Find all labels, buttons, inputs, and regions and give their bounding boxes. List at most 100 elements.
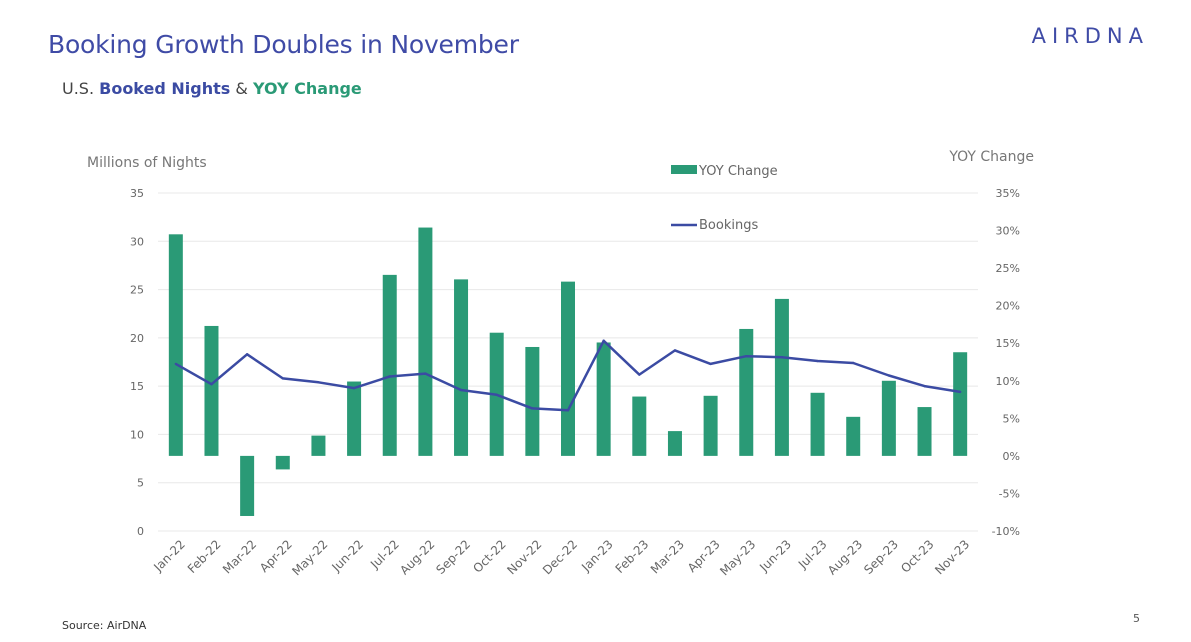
- yoy-bar: [275, 455, 290, 470]
- x-tick-label: Jan-23: [578, 537, 616, 575]
- bookings-point: [780, 355, 784, 359]
- yoy-bar: [525, 346, 540, 456]
- subtitle-amp: &: [230, 79, 253, 98]
- yoy-bar: [881, 380, 896, 456]
- subtitle-yoy-change: YOY Change: [252, 79, 362, 98]
- bookings-point: [317, 381, 320, 384]
- bookings-point: [210, 383, 213, 386]
- x-tick-label: Aug-22: [397, 537, 437, 577]
- left-tick-label: 20: [130, 332, 144, 345]
- x-tick-label: Feb-22: [185, 537, 224, 576]
- yoy-bar: [917, 407, 932, 456]
- right-tick-label: 30%: [996, 225, 1020, 238]
- yoy-bar: [347, 381, 362, 456]
- left-tick-label: 0: [137, 525, 144, 538]
- x-tick-label: May-22: [289, 537, 330, 578]
- left-tick-label: 15: [130, 380, 144, 393]
- x-tick-label: Sep-22: [433, 537, 473, 577]
- bookings-point: [602, 339, 605, 342]
- bookings-point: [388, 375, 391, 378]
- x-tick-label: Feb-23: [613, 537, 652, 576]
- left-tick-label: 10: [130, 428, 144, 441]
- left-tick-label: 35: [130, 187, 144, 200]
- page-number: 5: [1133, 612, 1140, 625]
- subtitle-prefix: U.S.: [62, 79, 100, 98]
- bookings-point: [638, 373, 641, 376]
- bookings-point: [281, 377, 284, 380]
- x-tick-label: Oct-22: [470, 537, 508, 575]
- right-tick-label: 25%: [996, 262, 1020, 275]
- x-tick-label: Mar-23: [648, 537, 687, 576]
- x-tick-label: Jul-22: [367, 537, 402, 572]
- yoy-bar: [168, 234, 183, 456]
- right-tick-label: 0%: [1003, 450, 1020, 463]
- yoy-bar: [204, 325, 219, 456]
- legend-yoy-label: YOY Change: [698, 164, 778, 179]
- right-tick-label: 20%: [996, 300, 1020, 313]
- yoy-bar: [810, 392, 825, 456]
- x-tick-label: Aug-23: [825, 537, 865, 577]
- bookings-point: [495, 393, 498, 397]
- x-tick-label: May-23: [717, 537, 758, 578]
- yoy-bar: [953, 352, 968, 456]
- left-axis-title: Millions of Nights: [87, 155, 207, 171]
- yoy-bar: [561, 281, 575, 456]
- x-tick-label: Jul-23: [795, 537, 830, 572]
- x-tick-label: Nov-22: [504, 537, 544, 577]
- page-title: Booking Growth Doubles in November: [48, 30, 519, 59]
- yoy-bar: [739, 328, 754, 456]
- x-tick-label: Jun-22: [328, 537, 366, 575]
- yoy-bar: [846, 416, 861, 456]
- yoy-bar: [596, 342, 611, 456]
- bookings-point: [816, 359, 819, 363]
- left-tick-label: 25: [130, 284, 144, 297]
- bookings-point: [923, 384, 926, 388]
- airdna-logo: AIRDNA: [1031, 24, 1149, 48]
- chart-subtitle: U.S. Booked Nights & YOY Change: [62, 79, 362, 98]
- x-tick-label: Jun-23: [756, 537, 794, 575]
- bookings-point: [745, 355, 748, 358]
- bookings-point: [245, 353, 249, 356]
- x-tick-label: Mar-22: [220, 537, 259, 576]
- bookings-point: [958, 390, 962, 394]
- subtitle-booked-nights: Booked Nights: [99, 79, 231, 98]
- bookings-point: [673, 349, 677, 352]
- bookings-point: [424, 372, 427, 375]
- yoy-bar: [667, 431, 682, 456]
- right-tick-label: 15%: [996, 337, 1020, 350]
- bookings-point: [531, 407, 534, 410]
- yoy-bar: [311, 435, 326, 456]
- right-tick-label: -10%: [992, 525, 1020, 538]
- left-tick-label: 30: [130, 235, 144, 248]
- yoy-bar: [703, 395, 718, 456]
- yoy-bar: [454, 279, 469, 456]
- source-note: Source: AirDNA: [62, 619, 147, 632]
- yoy-bar: [632, 396, 647, 456]
- bookings-point: [852, 361, 855, 365]
- left-tick-label: 5: [137, 477, 144, 490]
- x-tick-label: Nov-23: [932, 537, 972, 577]
- legend-bookings-label: Bookings: [699, 218, 758, 233]
- yoy-bar: [240, 455, 255, 516]
- x-tick-label: Sep-23: [861, 537, 901, 577]
- right-tick-label: 5%: [1003, 412, 1020, 425]
- right-tick-label: 35%: [996, 187, 1020, 200]
- bookings-point: [459, 388, 463, 392]
- bookings-point: [887, 374, 891, 377]
- x-tick-label: Oct-23: [898, 537, 936, 575]
- right-axis-title: YOY Change: [948, 149, 1034, 165]
- bookings-point: [174, 362, 178, 366]
- bookings-point: [709, 362, 712, 366]
- x-tick-label: Dec-22: [540, 537, 580, 577]
- yoy-bar: [418, 227, 433, 456]
- x-tick-label: Jan-22: [150, 537, 188, 575]
- yoy-bar: [382, 274, 397, 456]
- legend-bar-swatch: [671, 165, 697, 174]
- right-tick-label: 10%: [996, 375, 1020, 388]
- bookings-point: [566, 409, 570, 412]
- yoy-bar: [774, 298, 789, 456]
- bookings-point: [352, 386, 356, 390]
- right-tick-label: -5%: [999, 487, 1020, 500]
